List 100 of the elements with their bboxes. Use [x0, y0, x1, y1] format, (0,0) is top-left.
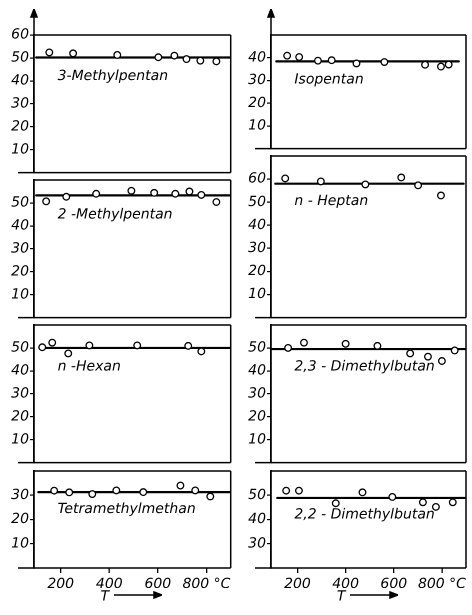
- x-tick-label: 200: [47, 576, 74, 592]
- point: [112, 486, 120, 494]
- point: [437, 192, 445, 200]
- point: [450, 346, 459, 355]
- x-tick-label: 800 °C: [418, 576, 466, 592]
- y-tick-label: 30: [248, 240, 266, 256]
- point: [133, 342, 142, 350]
- y-tick-label: 20: [11, 264, 30, 280]
- y-tick-label: 40: [248, 49, 266, 66]
- point: [42, 198, 50, 206]
- point: [127, 187, 136, 195]
- text: Tetramethylmethan: [58, 500, 196, 517]
- y-tick-label: 20: [248, 94, 266, 111]
- point: [85, 342, 94, 350]
- x-tick-label: 600: [144, 576, 172, 592]
- point: [332, 498, 340, 507]
- y-tick-label: 10: [11, 141, 30, 158]
- point: [380, 58, 388, 66]
- point: [150, 189, 158, 197]
- point: [197, 348, 206, 356]
- point: [113, 51, 122, 59]
- point: [176, 481, 184, 490]
- y-tick-label: 60: [248, 170, 266, 187]
- y-tick-label: 40: [11, 362, 30, 379]
- point: [414, 181, 422, 190]
- point: [139, 488, 148, 496]
- y-tick-label: 20: [11, 118, 30, 134]
- y-tick-label: 30: [11, 95, 30, 112]
- text: 2,3 - Dimethylbutan: [294, 358, 435, 375]
- y-tick-label: 50: [248, 340, 266, 356]
- point: [281, 174, 290, 182]
- point: [69, 49, 78, 58]
- point: [397, 174, 406, 182]
- y-tick-label: 40: [11, 218, 30, 234]
- text: n -Hexan: [58, 358, 121, 375]
- y-tick-label: 40: [248, 510, 266, 527]
- y-tick-label: 30: [248, 386, 266, 402]
- point: [206, 492, 214, 500]
- y-tick-label: 40: [248, 362, 266, 379]
- y-tick-label: 50: [248, 486, 266, 502]
- point: [284, 344, 292, 352]
- point: [316, 177, 325, 186]
- y-tick-label: 30: [248, 534, 266, 551]
- point: [444, 60, 453, 68]
- point: [388, 492, 396, 500]
- y-tick-label: 20: [248, 408, 266, 425]
- point: [352, 59, 360, 68]
- y-tick-label: 10: [11, 534, 30, 551]
- y-tick-label: 50: [11, 194, 30, 211]
- y-tick-label: 10: [248, 432, 266, 448]
- point: [294, 486, 303, 494]
- point: [154, 53, 162, 62]
- point: [88, 490, 96, 498]
- point: [328, 56, 336, 64]
- point: [45, 48, 54, 56]
- point: [342, 340, 350, 348]
- y-tick-label: 50: [11, 50, 30, 66]
- point: [361, 180, 370, 188]
- y-tick-label: 30: [11, 386, 30, 402]
- point: [197, 191, 206, 200]
- x-axis-title: T: [336, 588, 347, 604]
- point: [300, 339, 308, 347]
- text: Isopentan: [294, 71, 364, 88]
- point: [314, 56, 322, 65]
- point: [62, 192, 70, 201]
- y-tick-label: 60: [11, 26, 30, 43]
- point: [38, 344, 46, 352]
- y-tick-label: 50: [11, 340, 30, 356]
- point: [92, 190, 100, 198]
- text: 3-Methylpentan: [58, 68, 168, 84]
- x-tick-label: 200: [284, 576, 311, 592]
- point: [406, 350, 414, 358]
- x-tick-label: 600: [380, 576, 408, 592]
- point: [50, 486, 58, 494]
- point: [65, 488, 74, 496]
- y-tick-label: 10: [248, 118, 266, 134]
- point: [182, 55, 190, 64]
- point: [64, 350, 72, 358]
- point: [358, 488, 366, 496]
- y-tick-label: 10: [248, 286, 266, 302]
- y-tick-label: 20: [11, 510, 30, 527]
- y-tick-label: 10: [11, 432, 30, 448]
- y-tick-label: 20: [11, 408, 30, 425]
- y-tick-label: 30: [11, 240, 30, 257]
- y-tick-label: 30: [11, 486, 30, 502]
- point: [171, 190, 180, 198]
- text: 2,2 - Dimethylbutan: [294, 506, 435, 522]
- point: [282, 486, 290, 494]
- point: [438, 357, 446, 366]
- y-tick-label: 40: [11, 72, 30, 89]
- point: [191, 486, 200, 494]
- x-axis-title: T: [100, 588, 111, 604]
- text: 2 -Methylpentan: [58, 206, 173, 223]
- point: [295, 53, 304, 61]
- point: [212, 198, 220, 206]
- y-tick-label: 30: [248, 72, 266, 88]
- y-tick-label: 10: [11, 286, 30, 302]
- y-tick-label: 20: [248, 263, 266, 280]
- point: [437, 62, 445, 71]
- point: [170, 52, 178, 60]
